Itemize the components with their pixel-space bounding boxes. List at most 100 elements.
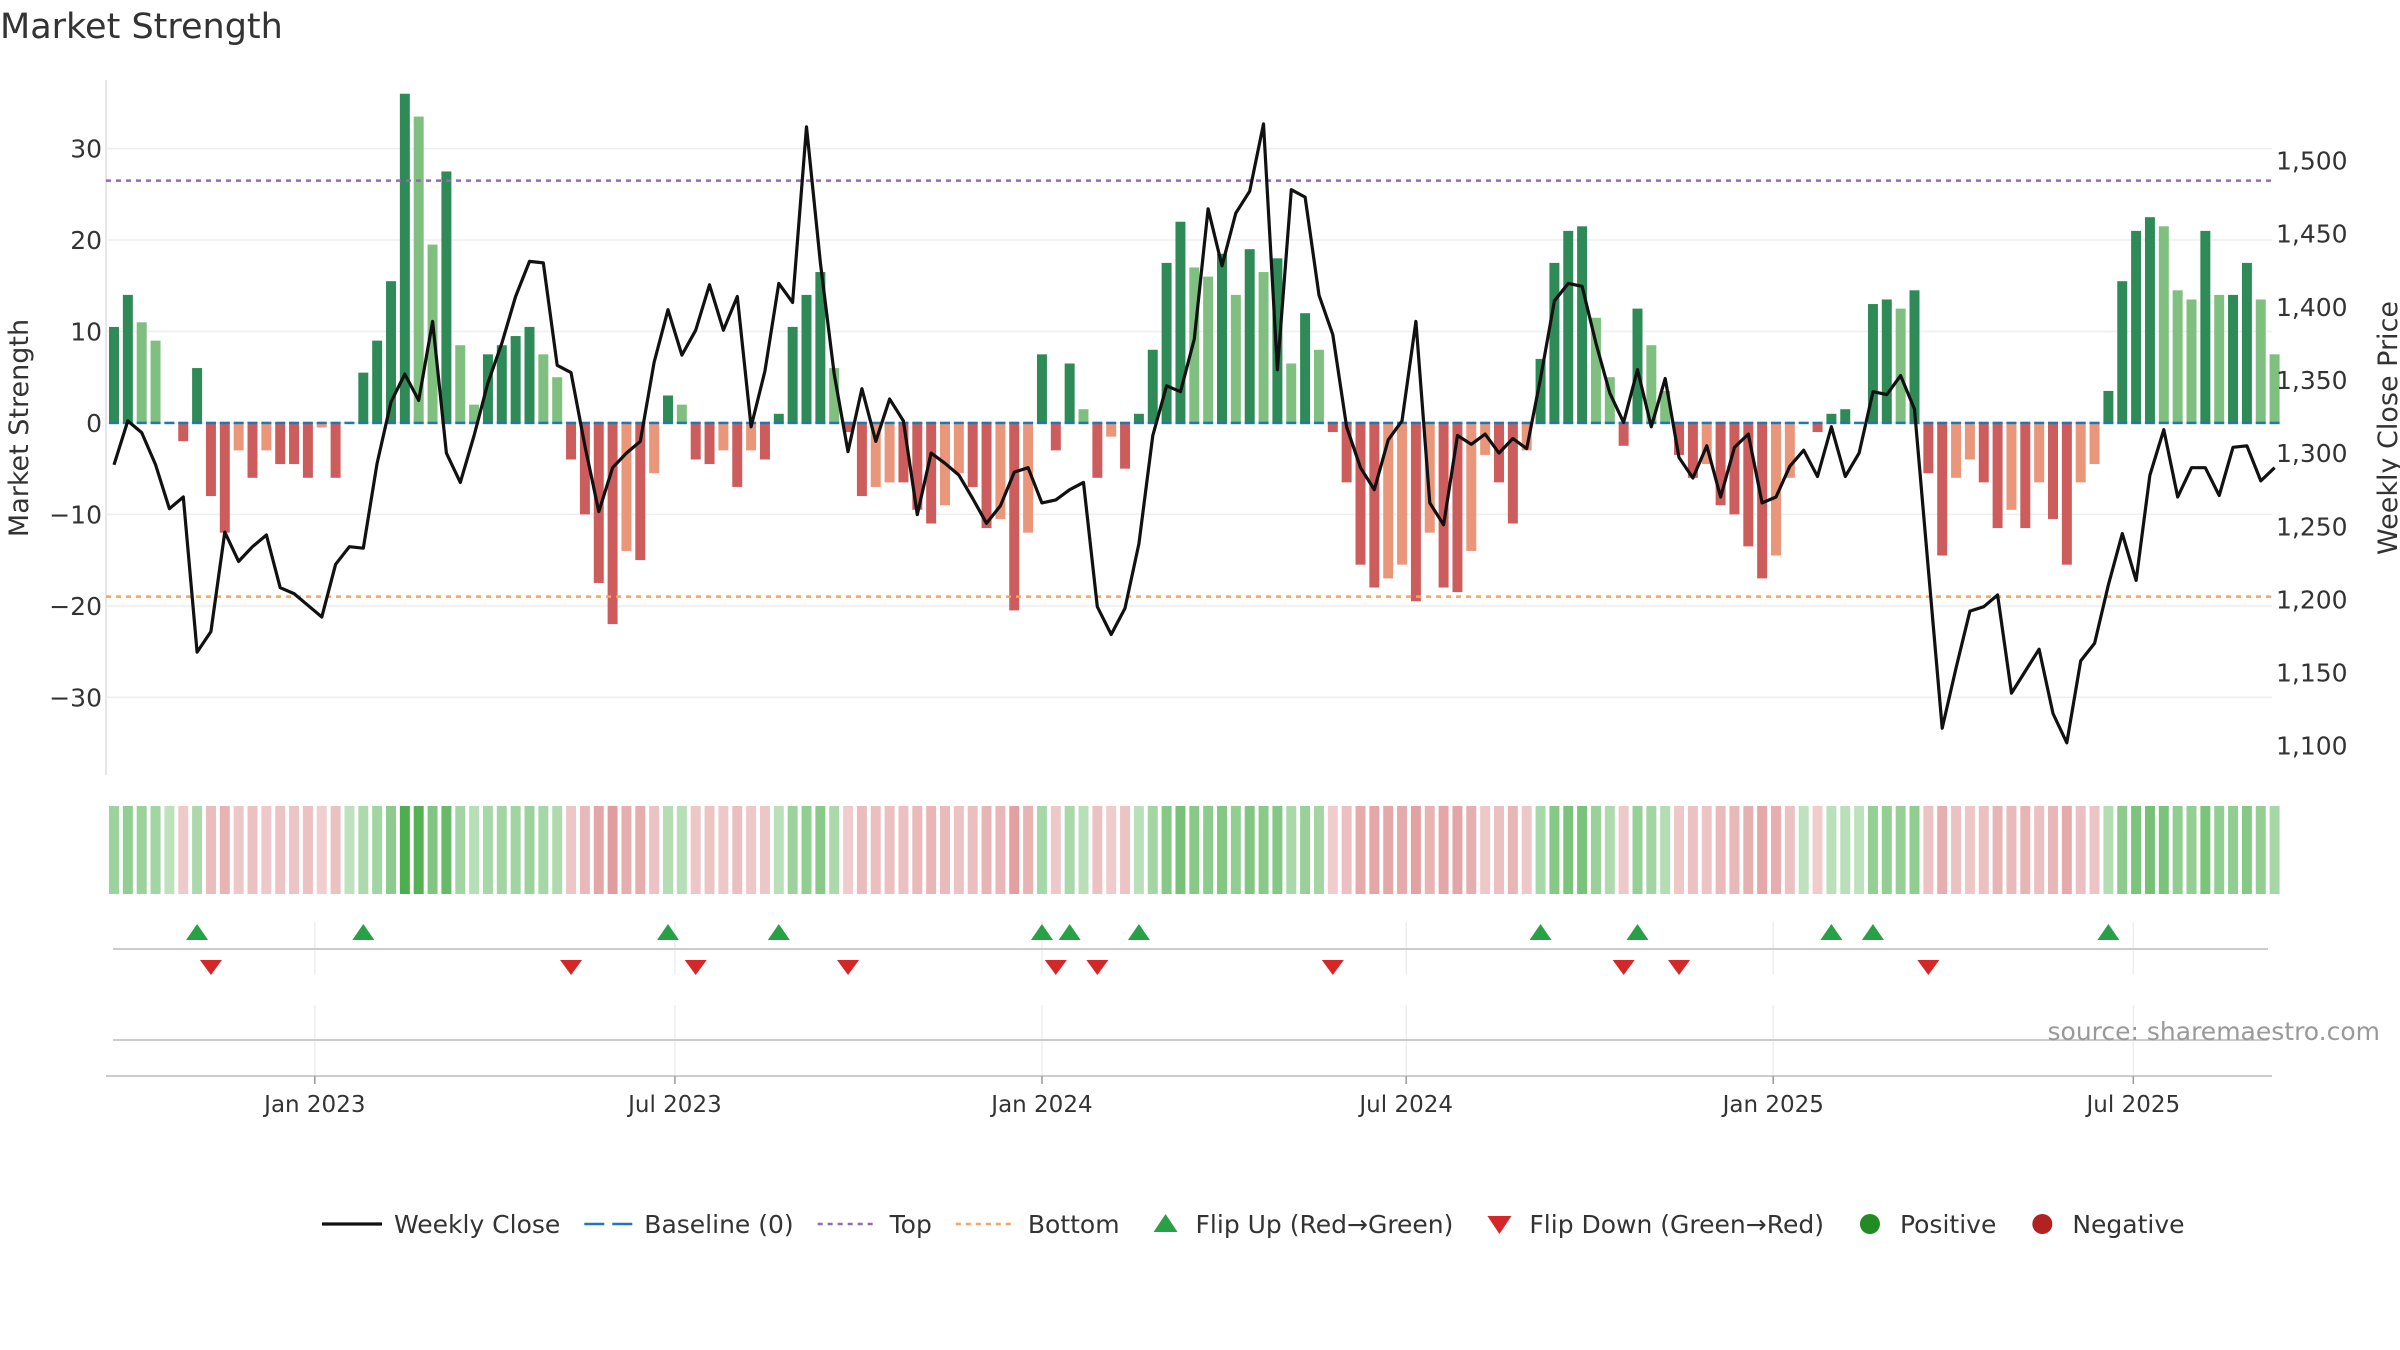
strength-bar bbox=[1729, 422, 1740, 515]
heat-cell bbox=[1258, 806, 1269, 894]
flip-up-marker bbox=[1058, 924, 1081, 940]
heat-cell bbox=[1881, 806, 1892, 894]
strength-bar bbox=[2269, 354, 2280, 423]
strength-bar bbox=[1784, 422, 1795, 478]
heat-cell bbox=[787, 806, 798, 894]
strength-bar bbox=[1715, 422, 1726, 506]
strength-bar bbox=[233, 422, 244, 451]
heat-cell bbox=[1660, 806, 1671, 894]
strength-bar bbox=[1341, 422, 1352, 483]
strength-bar bbox=[2103, 390, 2114, 423]
flip-up-marker bbox=[767, 924, 790, 940]
heat-cell bbox=[2089, 806, 2100, 894]
strength-bar bbox=[856, 422, 867, 497]
heat-cell bbox=[1092, 806, 1103, 894]
strength-bar bbox=[330, 422, 341, 478]
heat-cell bbox=[801, 806, 812, 894]
heat-cell bbox=[233, 806, 244, 894]
gridlines bbox=[106, 147, 2272, 699]
heat-cell bbox=[829, 806, 840, 894]
heat-cell bbox=[912, 806, 923, 894]
strength-bar bbox=[704, 422, 715, 465]
right-tick-label: 1,300 bbox=[2276, 439, 2348, 468]
heat-cell bbox=[1840, 806, 1851, 894]
heat-cell bbox=[1438, 806, 1449, 894]
x-tick-label: Jul 2025 bbox=[2085, 1092, 2181, 1118]
legend-label: Top bbox=[889, 1210, 932, 1239]
heat-cell bbox=[1078, 806, 1089, 894]
strength-bar bbox=[1161, 262, 1172, 423]
heat-cell bbox=[1964, 806, 1975, 894]
strength-bar bbox=[1078, 409, 1089, 423]
heat-cell bbox=[413, 806, 424, 894]
heat-cell bbox=[427, 806, 438, 894]
heat-cell bbox=[635, 806, 646, 894]
heat-cell bbox=[2006, 806, 2017, 894]
strength-bar bbox=[2241, 262, 2252, 423]
heat-cell bbox=[1992, 806, 2003, 894]
heat-cell bbox=[953, 806, 964, 894]
strength-bar bbox=[1646, 345, 1657, 423]
heat-cell bbox=[2200, 806, 2211, 894]
strength-bar bbox=[1687, 422, 1698, 478]
flip-up-marker bbox=[352, 924, 375, 940]
strength-bar bbox=[150, 340, 161, 423]
heat-cell bbox=[690, 806, 701, 894]
strength-bar bbox=[1092, 422, 1103, 478]
legend-label: Baseline (0) bbox=[644, 1210, 793, 1239]
heat-cell bbox=[566, 806, 577, 894]
strength-bar bbox=[676, 404, 687, 423]
heat-cell bbox=[1244, 806, 1255, 894]
heat-cell bbox=[289, 806, 300, 894]
strength-bar bbox=[566, 422, 577, 460]
heat-cell bbox=[1120, 806, 1131, 894]
strength-bar bbox=[1660, 390, 1671, 423]
heat-cell bbox=[1494, 806, 1504, 894]
heat-cell bbox=[1895, 806, 1906, 894]
strength-bar bbox=[1120, 422, 1131, 469]
heat-cell bbox=[2186, 806, 2197, 894]
strength-bar bbox=[912, 422, 923, 510]
flip-up-marker bbox=[1820, 924, 1843, 940]
heat-cell bbox=[316, 806, 327, 894]
strength-bar bbox=[1050, 422, 1061, 451]
x-tick-label: Jan 2025 bbox=[1721, 1092, 1824, 1118]
strength-bar bbox=[469, 404, 480, 423]
heat-cell bbox=[1161, 806, 1172, 894]
heat-cell bbox=[1203, 806, 1214, 894]
heat-cell bbox=[1313, 806, 1324, 894]
left-tick-label: −10 bbox=[49, 500, 102, 529]
flip-down-marker bbox=[560, 960, 583, 975]
strength-bar bbox=[1937, 422, 1948, 556]
strength-bar bbox=[953, 422, 964, 474]
heat-cell bbox=[2020, 806, 2031, 894]
heat-cell bbox=[109, 806, 119, 894]
heat-cell bbox=[1175, 806, 1186, 894]
heat-cell bbox=[1300, 806, 1311, 894]
strength-bar bbox=[1812, 422, 1823, 433]
flip-down-marker bbox=[1668, 960, 1691, 975]
strength-bar bbox=[261, 422, 272, 451]
heat-cell bbox=[1480, 806, 1491, 894]
strength-bar bbox=[1397, 422, 1408, 565]
heat-cell bbox=[1383, 806, 1394, 894]
heat-cell bbox=[1951, 806, 1962, 894]
strength-bar bbox=[316, 422, 327, 428]
heat-cell bbox=[773, 806, 784, 894]
heat-cell bbox=[1674, 806, 1685, 894]
heat-cell bbox=[856, 806, 867, 894]
strength-bar bbox=[621, 422, 632, 551]
strength-bar bbox=[2006, 422, 2017, 510]
heat-cell bbox=[1369, 806, 1380, 894]
heat-cell bbox=[1050, 806, 1061, 894]
legend-swatch bbox=[2032, 1214, 2053, 1234]
right-tick-label: 1,200 bbox=[2276, 585, 2348, 614]
legend-label: Bottom bbox=[1028, 1210, 1120, 1239]
heat-cell bbox=[1937, 806, 1948, 894]
heat-cell bbox=[663, 806, 673, 894]
heat-cell bbox=[1701, 806, 1712, 894]
strength-bar bbox=[1604, 377, 1615, 423]
right-tick-label: 1,350 bbox=[2276, 366, 2348, 395]
left-axis-ticks: 30 20 10 0 −10 −20 −30 bbox=[49, 135, 102, 713]
flip-down-marker bbox=[837, 960, 860, 975]
